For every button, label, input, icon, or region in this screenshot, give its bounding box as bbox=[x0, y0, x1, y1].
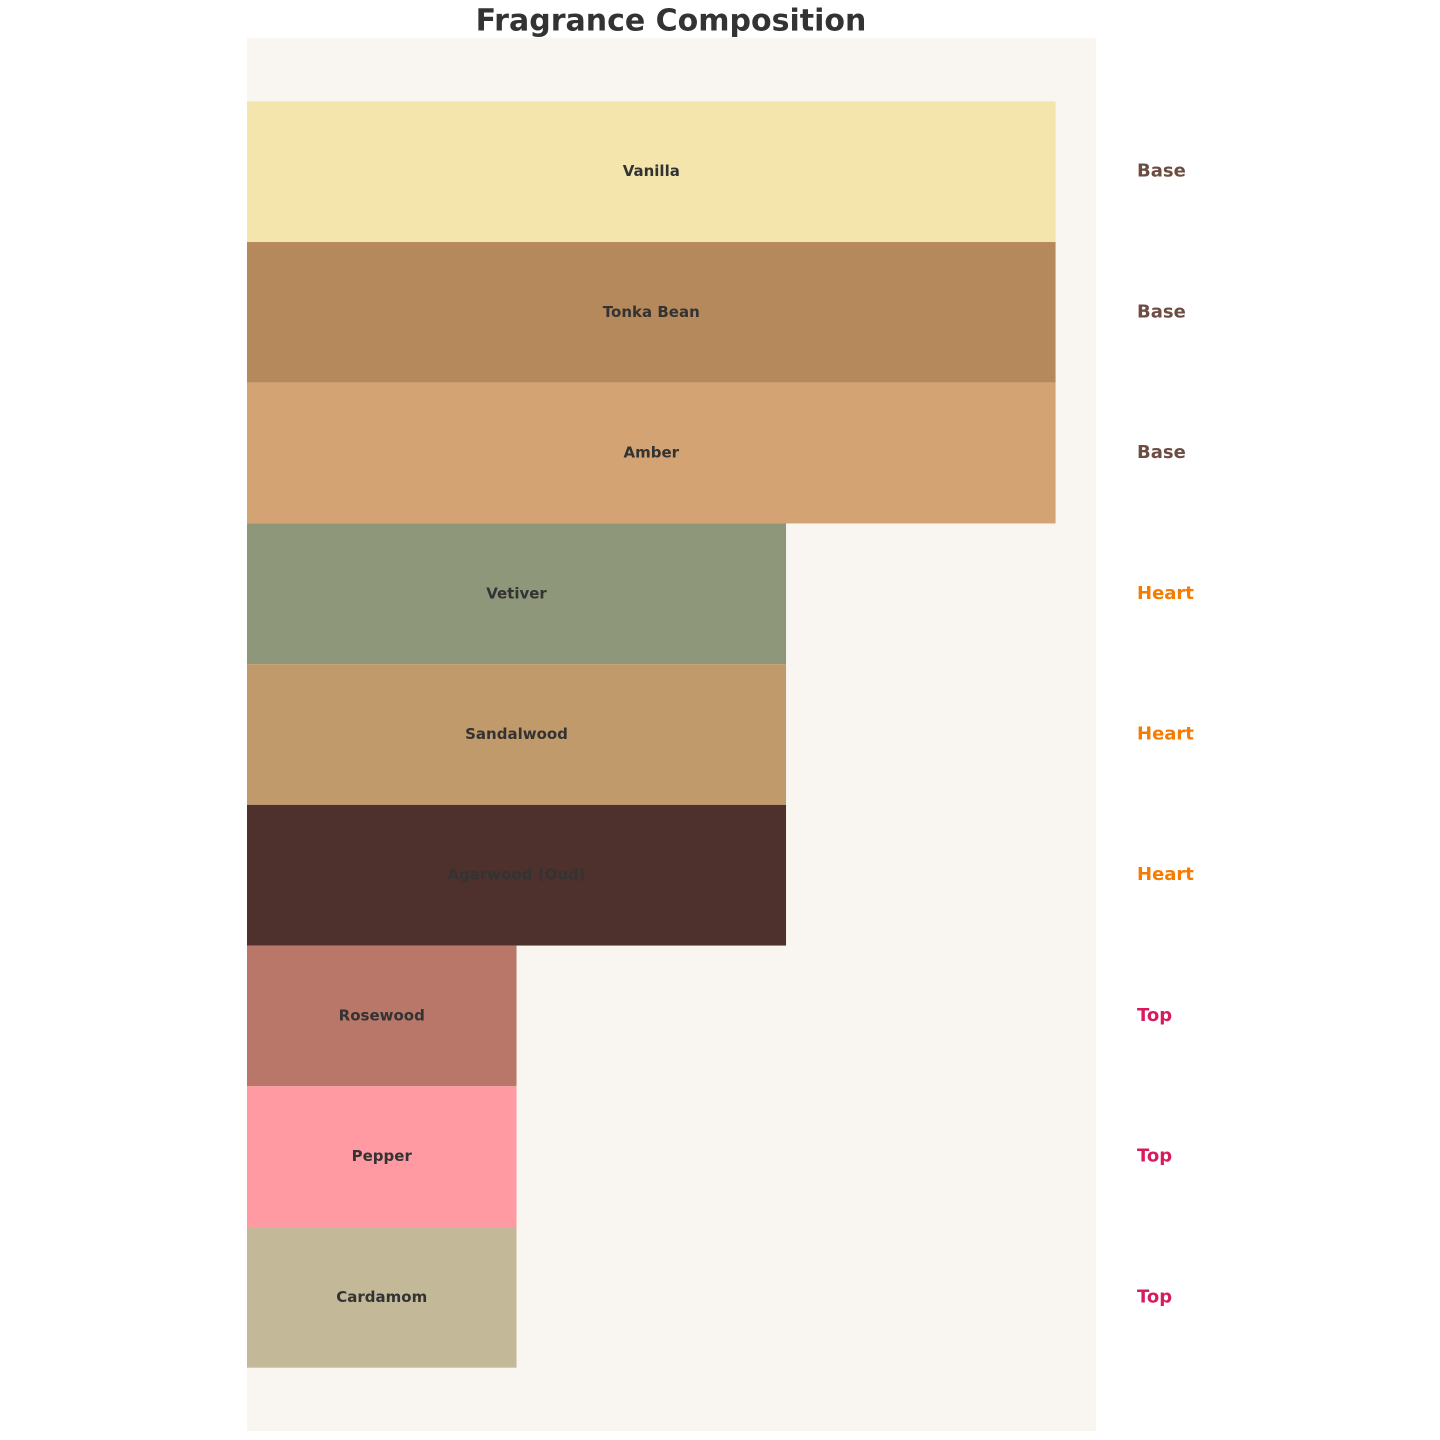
layer-label: Base bbox=[1137, 161, 1186, 182]
layer-label: Top bbox=[1137, 1005, 1172, 1026]
bar-label: Rosewood bbox=[339, 1006, 425, 1024]
layer-label: Base bbox=[1137, 301, 1186, 322]
layer-label: Heart bbox=[1137, 724, 1194, 745]
bar bbox=[247, 523, 787, 665]
bar-label: Vetiver bbox=[486, 584, 547, 602]
layer-label: Heart bbox=[1137, 583, 1194, 604]
bar bbox=[247, 664, 787, 805]
bar bbox=[247, 1226, 517, 1368]
bar-label: Pepper bbox=[352, 1147, 413, 1165]
bar-label: Tonka Bean bbox=[603, 303, 700, 321]
bar-label: Sandalwood bbox=[465, 725, 568, 743]
bar bbox=[247, 101, 1056, 243]
bar-label: Vanilla bbox=[623, 162, 680, 180]
layer-label: Heart bbox=[1137, 864, 1194, 885]
bar-label: Amber bbox=[624, 444, 680, 462]
bar-label: Cardamom bbox=[336, 1288, 427, 1306]
bar bbox=[247, 382, 1056, 524]
layer-label: Top bbox=[1137, 1146, 1172, 1167]
bar bbox=[247, 945, 517, 1087]
bar bbox=[247, 804, 787, 946]
bar bbox=[247, 242, 1056, 383]
layer-label: Base bbox=[1137, 442, 1186, 463]
bar bbox=[247, 1086, 517, 1227]
chart-title: Fragrance Composition bbox=[476, 4, 867, 39]
layer-label: Top bbox=[1137, 1286, 1172, 1307]
bar-label: Agarwood (Oud) bbox=[447, 866, 585, 884]
